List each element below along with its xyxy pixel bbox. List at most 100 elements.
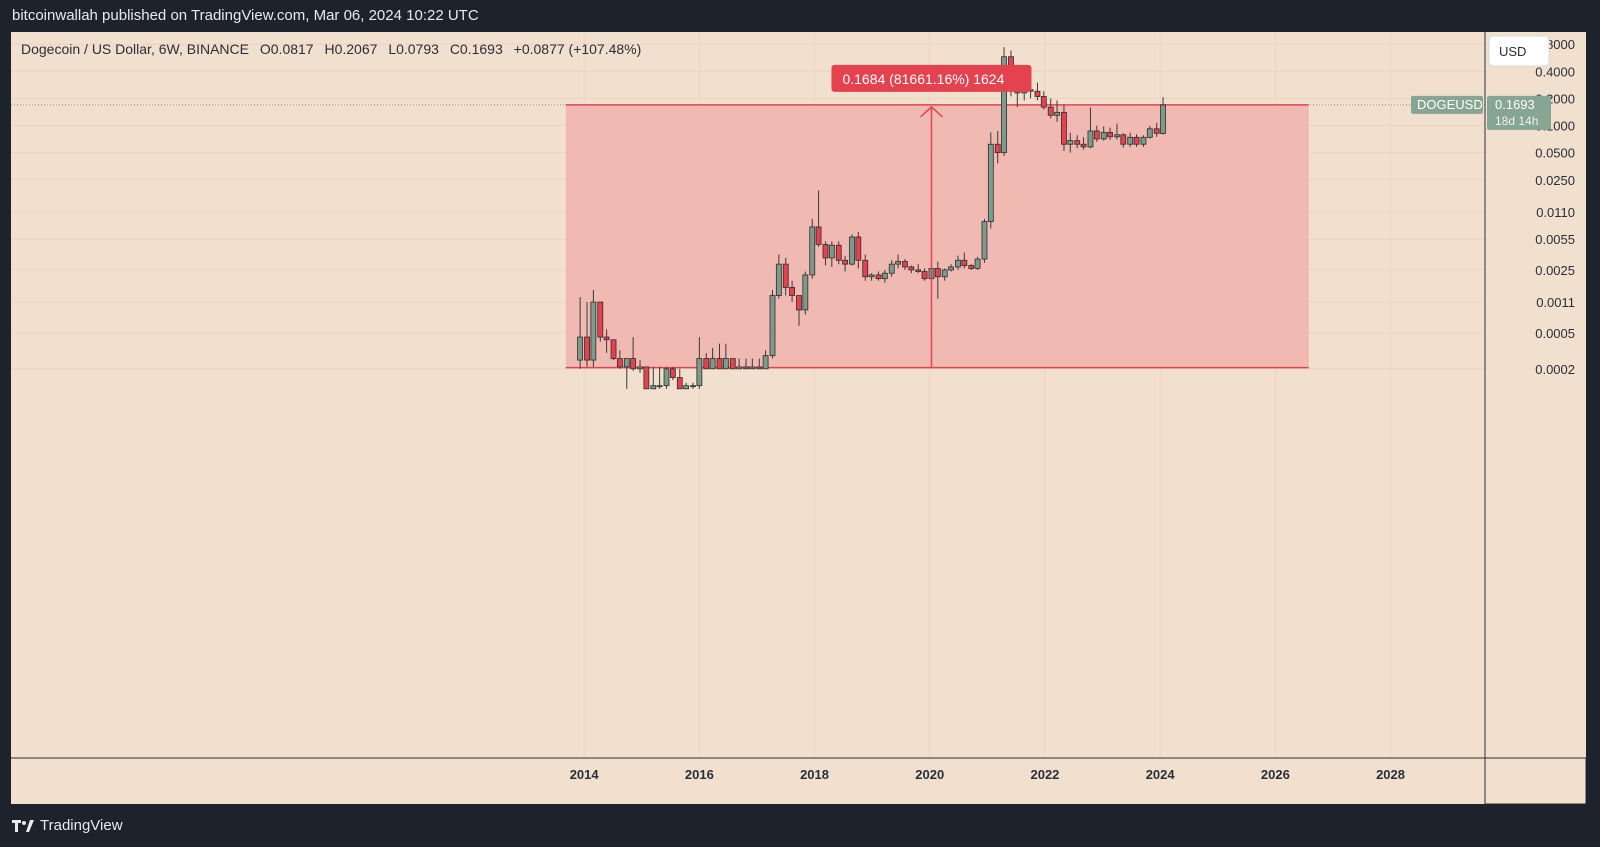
candle-body-up — [948, 266, 954, 271]
candle — [1140, 135, 1147, 147]
bar-countdown: 18d 14h — [1495, 114, 1538, 128]
candle-body-down — [968, 265, 975, 269]
legend-change: +0.0877 (+107.48%) — [513, 41, 642, 57]
published-text: bitcoinwallah published on TradingView.c… — [12, 7, 479, 24]
symbol-tag-bg — [1411, 95, 1483, 114]
candle — [663, 366, 670, 389]
candle-body-up — [1087, 130, 1094, 148]
candle — [656, 366, 663, 389]
price-axis[interactable]: 0.80000.40000.20000.10000.05000.02500.01… — [1411, 32, 1586, 804]
candle — [782, 257, 789, 296]
candle-body-down — [862, 259, 869, 278]
candle — [756, 358, 763, 370]
candle — [961, 252, 968, 269]
candle — [584, 302, 590, 367]
candle-body-up — [1140, 136, 1147, 145]
candle-body-down — [915, 269, 922, 272]
candle — [915, 264, 922, 274]
candle-body-down — [1093, 130, 1100, 140]
candle-body-down — [789, 287, 795, 296]
candle — [974, 256, 981, 270]
price-tick-label: 0.0110 — [1536, 205, 1575, 220]
candlestick-series — [577, 47, 1166, 390]
candle — [690, 382, 696, 389]
candle-body-down — [584, 336, 590, 361]
candle-body-down — [610, 339, 617, 359]
candle — [1114, 123, 1120, 140]
symbol-title: Dogecoin / US Dollar, 6W, BINANCE — [21, 41, 249, 57]
candle-body-down — [729, 358, 736, 370]
candle — [809, 218, 816, 279]
measure-range[interactable] — [565, 104, 1309, 369]
time-axis-bg — [11, 758, 1485, 804]
candle — [597, 301, 604, 342]
candle-body-up — [1067, 140, 1074, 145]
candle — [908, 265, 915, 274]
candle — [1160, 97, 1166, 135]
measure-overlay: 0.1684 (81661.16%) 1624 — [831, 64, 1032, 368]
currency-button[interactable]: USD — [1488, 35, 1550, 67]
candle — [616, 350, 623, 369]
candle-body-down — [822, 244, 829, 259]
price-chart[interactable]: 0.1684 (81661.16%) 1624 0.80000.40000.20… — [11, 32, 1586, 804]
candle-body-down — [1133, 136, 1140, 145]
candle-body-down — [921, 271, 928, 280]
candle-body-down — [1080, 143, 1087, 148]
time-axis[interactable]: 2014 2016 2018 2020 2022 2024 2026 2028 — [11, 757, 1586, 804]
candle-body-up — [690, 385, 696, 388]
legend-open: O0.0817 — [259, 41, 314, 57]
candle-body-down — [1047, 106, 1054, 116]
candle-body-down — [835, 244, 842, 261]
candle — [948, 264, 954, 272]
candle — [736, 358, 742, 370]
candle — [590, 289, 597, 367]
symbol-tag-label: DOGEUSD — [1417, 97, 1483, 112]
price-tick-label: 0.0025 — [1535, 263, 1575, 278]
candle-body-up — [656, 385, 663, 388]
candle — [696, 337, 703, 389]
candle-body-down — [716, 358, 723, 370]
price-tick-label: 0.0002 — [1535, 362, 1575, 377]
candle — [729, 358, 736, 370]
candle-body-down — [1107, 131, 1113, 138]
candle-body-down — [1120, 134, 1127, 145]
time-tick-label: 2028 — [1376, 767, 1405, 782]
candle-body-up — [1146, 128, 1153, 138]
chart-area[interactable]: 0.1684 (81661.16%) 1624 0.8000 0.4000 0.20… — [11, 32, 1586, 804]
currency-button-bg — [1488, 35, 1550, 67]
candle-body-up — [736, 366, 742, 370]
candle — [875, 271, 882, 281]
candle — [762, 350, 769, 370]
candle — [769, 289, 776, 359]
candle — [855, 231, 862, 269]
legend-high: H0.2067 — [324, 41, 378, 57]
candle — [749, 358, 756, 370]
candle-body-down — [1040, 96, 1047, 108]
candle — [968, 264, 975, 270]
candle — [1127, 132, 1134, 147]
candle — [1074, 135, 1081, 149]
candle — [637, 360, 643, 373]
candle-body-down — [815, 226, 822, 245]
candle-body-down — [934, 268, 941, 278]
price-tick-label: 0.0500 — [1535, 146, 1575, 161]
axis-corner — [1484, 757, 1586, 804]
candle-body-down — [1074, 140, 1081, 145]
candle-body-down — [1061, 111, 1067, 145]
candle — [934, 261, 941, 299]
range-box — [565, 104, 1309, 368]
candle — [955, 255, 961, 270]
candle-body-down — [855, 236, 862, 261]
candle — [802, 271, 809, 315]
candle-body-up — [868, 274, 875, 278]
candle — [643, 366, 650, 390]
candle-body-down — [669, 368, 676, 378]
candle — [1100, 126, 1107, 141]
last-price-tag-bg — [1487, 95, 1551, 130]
tradingview-brand[interactable]: TradingView — [12, 817, 123, 834]
measure-arrow-head — [919, 105, 943, 118]
candle-body-down — [676, 377, 683, 390]
time-tick-label: 2018 — [800, 767, 829, 782]
candle — [775, 254, 782, 299]
candle — [822, 241, 829, 266]
